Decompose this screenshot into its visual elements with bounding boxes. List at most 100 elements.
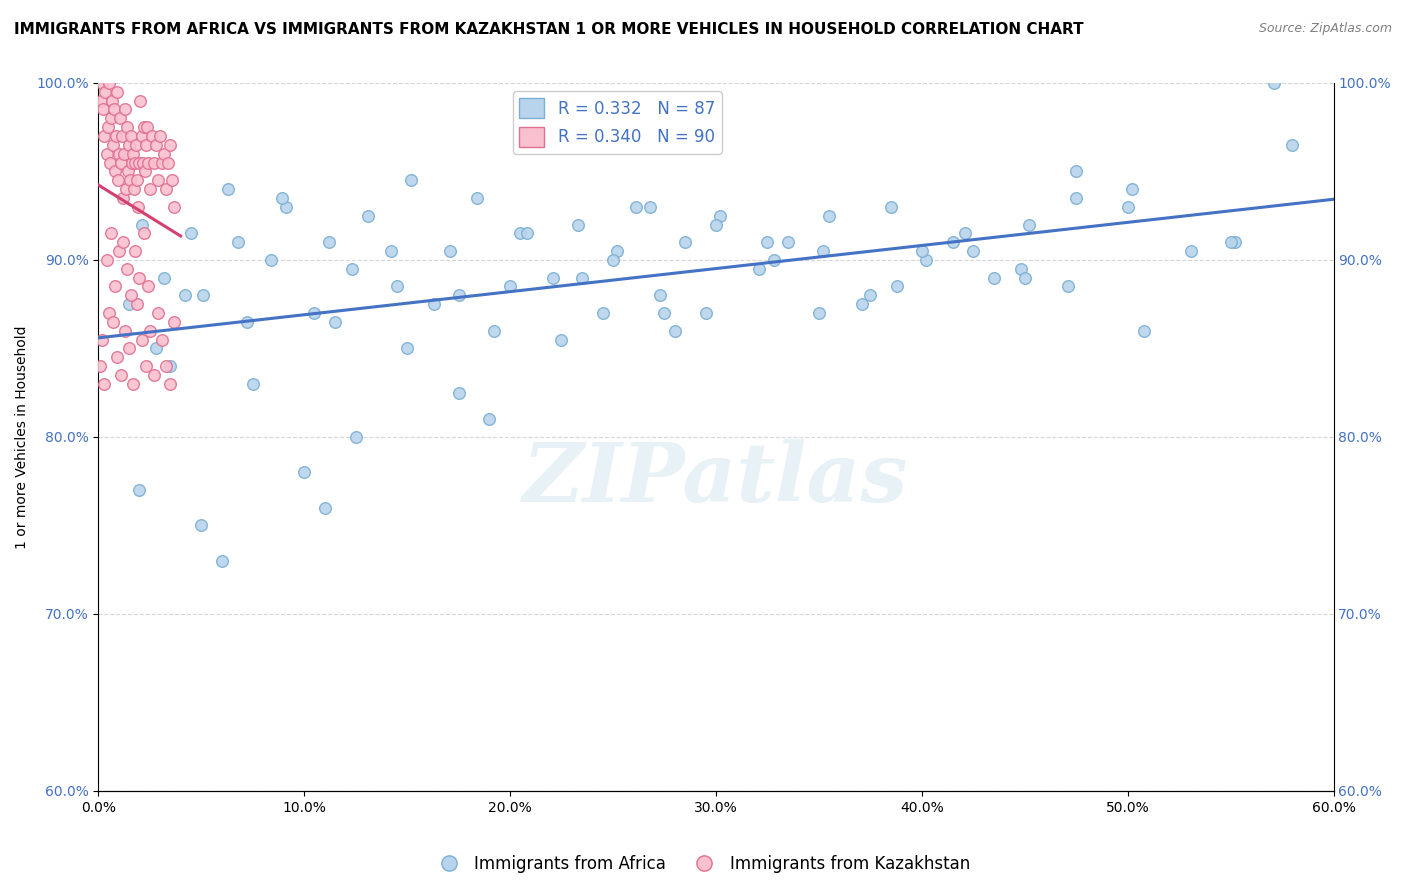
Point (98, 155, 121, 169)
Point (94, 85, 117, 99)
Point (807, 306, 830, 320)
Point (1133, 324, 1156, 338)
Point (131, 129, 153, 144)
Point (886, 279, 908, 293)
Point (159, 376, 181, 391)
Point (127, 297, 149, 311)
Point (851, 297, 873, 311)
Point (157, 155, 180, 169)
Point (818, 209, 841, 223)
Point (482, 324, 505, 338)
Point (124, 155, 146, 169)
Point (357, 209, 380, 223)
Text: IMMIGRANTS FROM AFRICA VS IMMIGRANTS FROM KAZAKHSTAN 1 OR MORE VEHICLES IN HOUSE: IMMIGRANTS FROM AFRICA VS IMMIGRANTS FRO… (14, 22, 1084, 37)
Point (89, 359, 111, 373)
Point (1121, 182, 1143, 196)
Point (1014, 270, 1036, 285)
Point (811, 244, 834, 258)
Point (104, 129, 127, 144)
Point (90, 94, 112, 108)
Point (638, 200, 661, 214)
Point (129, 94, 152, 108)
Point (121, 155, 143, 169)
Point (654, 306, 676, 320)
Point (323, 315, 346, 329)
Point (120, 173, 142, 187)
Point (915, 252, 938, 267)
Point (1057, 279, 1080, 293)
Point (105, 351, 128, 365)
Point (100, 112, 122, 126)
Point (880, 200, 903, 214)
Point (110, 155, 132, 169)
Point (193, 288, 215, 302)
Point (96, 146, 118, 161)
Point (664, 324, 686, 338)
Point (1223, 235, 1246, 250)
Point (571, 270, 593, 285)
Point (142, 155, 165, 169)
Point (543, 270, 565, 285)
Point (270, 191, 292, 205)
Point (122, 146, 145, 161)
Point (1010, 261, 1032, 276)
Point (226, 235, 249, 250)
Point (396, 342, 419, 356)
Point (942, 235, 965, 250)
Point (1219, 235, 1241, 250)
Text: ZIPatlas: ZIPatlas (523, 440, 908, 519)
Point (118, 342, 141, 356)
Point (135, 120, 157, 135)
Point (125, 137, 148, 152)
Point (115, 120, 138, 135)
Point (242, 376, 264, 391)
Point (748, 261, 770, 276)
Point (217, 182, 239, 196)
Point (96, 120, 118, 135)
Point (155, 359, 177, 373)
Point (91, 333, 114, 347)
Point (117, 164, 139, 178)
Point (1064, 191, 1087, 205)
Point (1263, 76, 1285, 90)
Point (606, 244, 628, 258)
Point (399, 173, 422, 187)
Point (602, 252, 624, 267)
Legend: R = 0.332   N = 87, R = 0.340   N = 90: R = 0.332 N = 87, R = 0.340 N = 90 (513, 91, 721, 153)
Point (145, 137, 167, 152)
Point (1180, 244, 1202, 258)
Point (111, 191, 134, 205)
Point (550, 333, 572, 347)
Point (136, 279, 159, 293)
Point (292, 465, 315, 479)
Point (120, 288, 142, 302)
Point (499, 279, 522, 293)
Point (1018, 218, 1040, 232)
Point (111, 129, 134, 144)
Point (124, 182, 146, 196)
Point (101, 315, 124, 329)
Point (1116, 200, 1139, 214)
Point (762, 252, 785, 267)
Point (124, 244, 146, 258)
Point (114, 103, 136, 117)
Point (911, 244, 934, 258)
Point (465, 191, 488, 205)
Point (159, 359, 181, 373)
Point (150, 155, 173, 169)
Point (704, 218, 727, 232)
Point (190, 518, 212, 533)
Point (447, 385, 470, 400)
Point (107, 173, 129, 187)
Point (155, 182, 177, 196)
Point (235, 315, 257, 329)
Point (132, 227, 155, 241)
Point (149, 129, 172, 144)
Point (340, 261, 363, 276)
Point (111, 235, 134, 250)
Point (122, 376, 145, 391)
Point (211, 554, 233, 568)
Point (318, 235, 340, 250)
Point (478, 412, 501, 426)
Point (650, 288, 672, 302)
